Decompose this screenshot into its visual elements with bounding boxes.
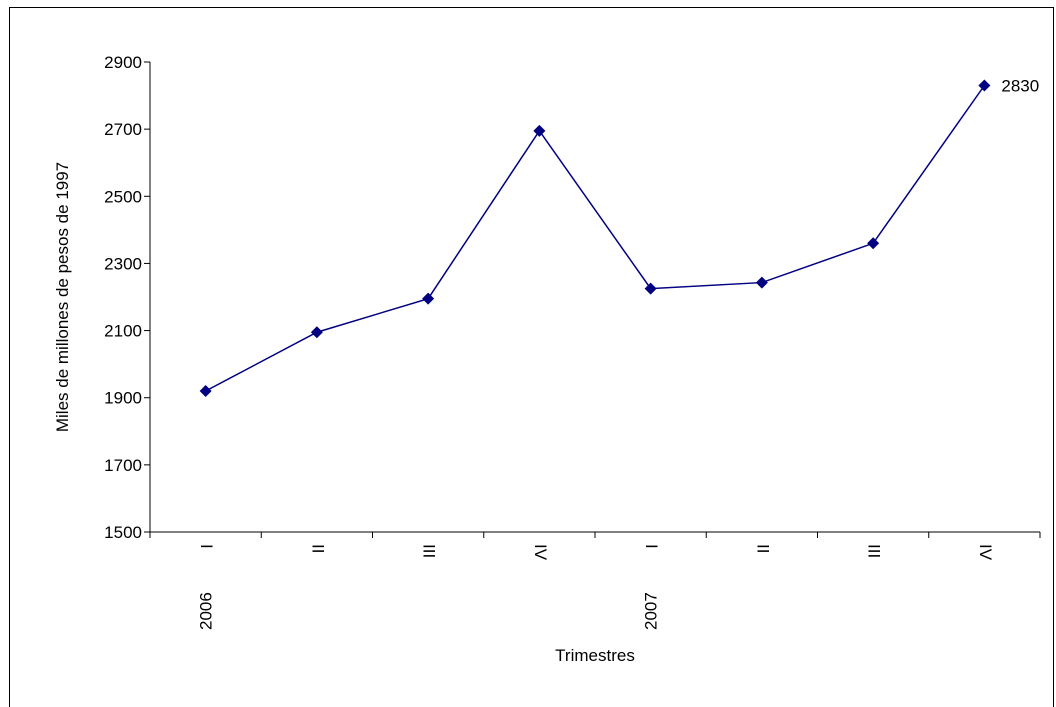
y-tick-label: 2700 xyxy=(104,120,142,139)
y-tick-label: 2900 xyxy=(104,53,142,72)
axes xyxy=(144,61,1041,538)
data-point xyxy=(533,124,546,137)
y-tick-label: 2300 xyxy=(104,254,142,273)
year-labels: 2006 2007 xyxy=(197,592,661,630)
series-group xyxy=(199,79,991,397)
series-line xyxy=(205,85,985,392)
data-point xyxy=(644,282,657,295)
chart-frame xyxy=(9,7,1054,707)
data-point xyxy=(978,79,991,92)
x-tick-label: IV xyxy=(531,544,550,561)
x-tick-label: I xyxy=(642,544,661,549)
data-point xyxy=(755,276,768,289)
x-tick-labels: I II III IV I II III IV xyxy=(197,544,995,561)
x-tick-label: III xyxy=(420,544,439,558)
x-tick-label: II xyxy=(753,544,772,553)
y-tick-label: 2500 xyxy=(104,187,142,206)
y-tick-labels: 1500 1700 1900 2100 2300 2500 2700 2900 xyxy=(104,53,142,542)
y-tick-label: 1500 xyxy=(104,523,142,542)
year-label: 2007 xyxy=(642,592,661,630)
data-point xyxy=(867,237,880,250)
x-tick-label: IV xyxy=(976,544,995,561)
y-axis-title: Miles de millones de pesos de 1997 xyxy=(53,162,72,432)
x-tick-label: III xyxy=(865,544,884,558)
data-point xyxy=(199,385,212,397)
x-axis-title: Trimestres xyxy=(555,646,635,665)
year-label: 2006 xyxy=(197,592,216,630)
y-tick-label: 1900 xyxy=(104,389,142,408)
data-point xyxy=(310,326,323,339)
x-tick-label: II xyxy=(308,544,327,553)
y-tick-label: 2100 xyxy=(104,322,142,341)
data-labels: 2830 xyxy=(1001,77,1039,96)
data-label: 2830 xyxy=(1001,77,1039,96)
y-tick-label: 1700 xyxy=(104,456,142,475)
data-point xyxy=(422,292,435,305)
x-tick-label: I xyxy=(197,544,216,549)
